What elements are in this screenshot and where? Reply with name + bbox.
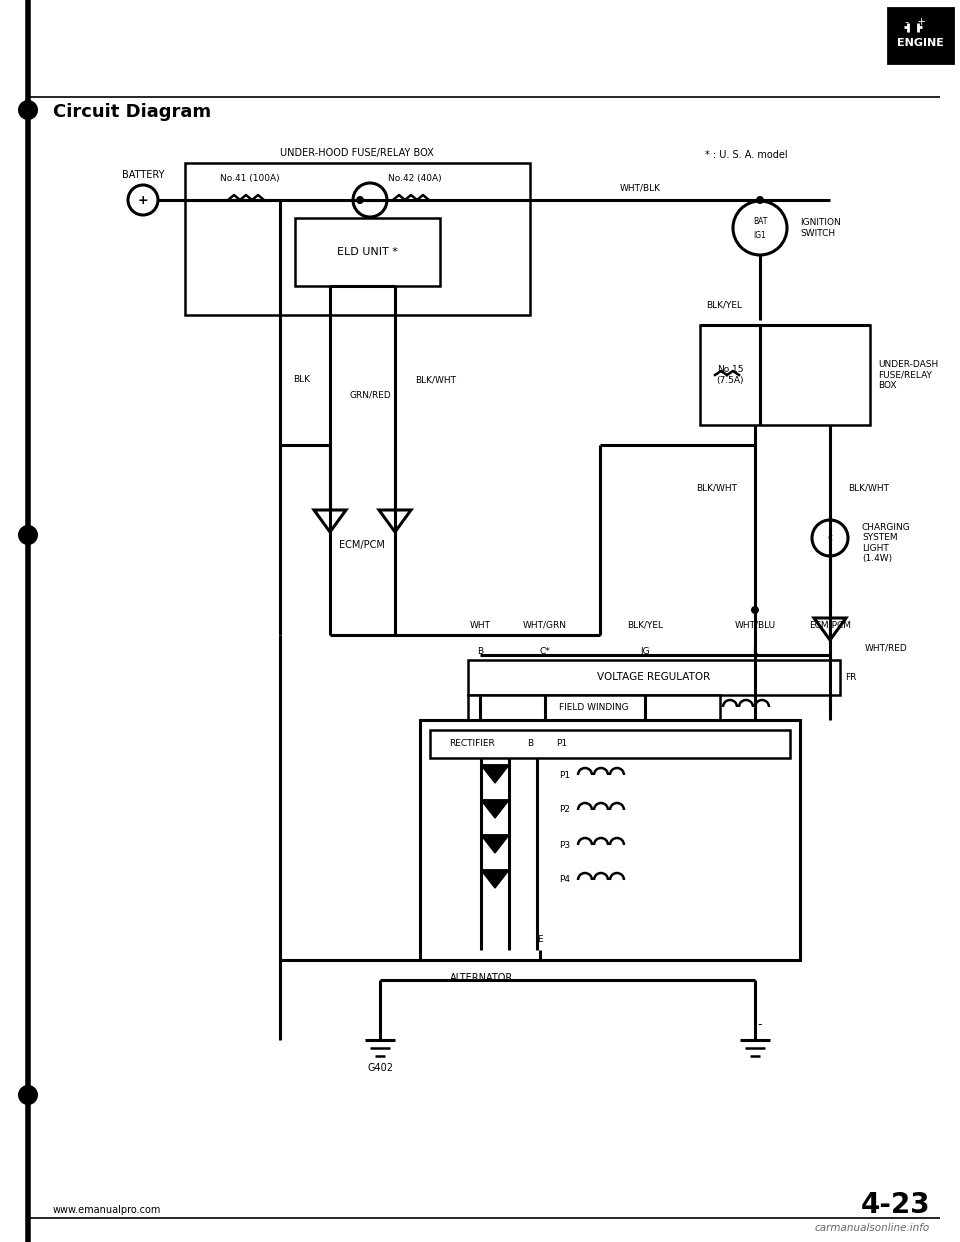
Polygon shape bbox=[314, 510, 346, 532]
Text: UNDER-DASH
FUSE/RELAY
BOX: UNDER-DASH FUSE/RELAY BOX bbox=[878, 360, 938, 390]
Text: IG1: IG1 bbox=[754, 231, 766, 240]
Text: UNDER-HOOD FUSE/RELAY BOX: UNDER-HOOD FUSE/RELAY BOX bbox=[280, 148, 434, 158]
Bar bbox=[468, 696, 720, 720]
Text: BLK/WHT: BLK/WHT bbox=[696, 483, 737, 493]
Bar bbox=[430, 730, 790, 758]
Polygon shape bbox=[481, 765, 509, 782]
Text: WHT/BLU: WHT/BLU bbox=[734, 621, 776, 630]
Circle shape bbox=[751, 606, 759, 614]
Text: G402: G402 bbox=[367, 1063, 393, 1073]
Circle shape bbox=[733, 201, 787, 255]
Text: No.42 (40A): No.42 (40A) bbox=[388, 174, 442, 184]
Text: P4: P4 bbox=[559, 876, 570, 884]
Text: FIELD WINDING: FIELD WINDING bbox=[559, 703, 629, 712]
Text: ALTERNATOR: ALTERNATOR bbox=[450, 972, 514, 982]
Text: WHT: WHT bbox=[469, 621, 491, 630]
Text: ECM/PCM: ECM/PCM bbox=[809, 621, 851, 630]
Text: ELD UNIT *: ELD UNIT * bbox=[337, 247, 397, 257]
Text: P1: P1 bbox=[559, 770, 570, 780]
Text: -: - bbox=[757, 1018, 762, 1032]
Circle shape bbox=[812, 520, 848, 556]
Circle shape bbox=[356, 196, 364, 204]
Text: BLK: BLK bbox=[293, 375, 310, 385]
Text: WHT/BLK: WHT/BLK bbox=[619, 184, 660, 193]
Bar bbox=[185, 163, 530, 315]
Circle shape bbox=[756, 196, 764, 204]
Text: No.41 (100A): No.41 (100A) bbox=[220, 174, 279, 184]
Text: No.15
(7.5A): No.15 (7.5A) bbox=[716, 365, 744, 385]
Text: GRN/RED: GRN/RED bbox=[349, 390, 391, 400]
Text: BATTERY: BATTERY bbox=[122, 170, 164, 180]
Polygon shape bbox=[481, 800, 509, 818]
Text: WHT/GRN: WHT/GRN bbox=[523, 621, 567, 630]
Polygon shape bbox=[814, 619, 846, 640]
Text: Circuit Diagram: Circuit Diagram bbox=[53, 103, 211, 120]
Circle shape bbox=[18, 525, 38, 545]
Text: carmanualsonline.info: carmanualsonline.info bbox=[815, 1223, 930, 1233]
Polygon shape bbox=[379, 510, 411, 532]
Polygon shape bbox=[481, 835, 509, 853]
Text: FR: FR bbox=[845, 672, 856, 682]
Text: 4-23: 4-23 bbox=[860, 1191, 930, 1218]
Text: P1: P1 bbox=[557, 739, 567, 749]
Text: IG: IG bbox=[640, 647, 650, 657]
Circle shape bbox=[128, 185, 158, 215]
Text: P2: P2 bbox=[559, 806, 570, 815]
Bar bbox=[468, 660, 840, 696]
Text: BLK/YEL: BLK/YEL bbox=[627, 621, 663, 630]
Text: +: + bbox=[916, 17, 925, 27]
Text: * : U. S. A. model: * : U. S. A. model bbox=[705, 150, 787, 160]
Text: c: c bbox=[828, 534, 832, 543]
Text: ENGINE: ENGINE bbox=[897, 39, 944, 48]
Text: BLK/YEL: BLK/YEL bbox=[706, 301, 742, 309]
Text: -: - bbox=[904, 17, 908, 27]
Text: VOLTAGE REGULATOR: VOLTAGE REGULATOR bbox=[597, 672, 710, 682]
Text: B: B bbox=[527, 739, 533, 749]
Bar bbox=[700, 325, 870, 425]
Bar bbox=[420, 720, 800, 960]
Circle shape bbox=[18, 101, 38, 120]
Text: B: B bbox=[477, 647, 483, 657]
Text: WHT/RED: WHT/RED bbox=[865, 643, 908, 652]
Text: E: E bbox=[538, 935, 542, 944]
Text: P3: P3 bbox=[559, 841, 570, 850]
Text: BLK/WHT: BLK/WHT bbox=[415, 375, 456, 385]
Circle shape bbox=[18, 1086, 38, 1105]
Text: L: L bbox=[753, 647, 757, 657]
Text: BAT: BAT bbox=[753, 216, 767, 226]
Bar bbox=[295, 219, 440, 286]
Text: BLK/WHT: BLK/WHT bbox=[848, 483, 889, 493]
Text: ECM/PCM: ECM/PCM bbox=[339, 540, 385, 550]
Text: IGNITION
SWITCH: IGNITION SWITCH bbox=[800, 219, 841, 237]
Bar bbox=[888, 7, 953, 63]
Text: RECTIFIER: RECTIFIER bbox=[449, 739, 494, 749]
Text: +: + bbox=[137, 194, 148, 206]
Text: C*: C* bbox=[540, 647, 550, 657]
Polygon shape bbox=[481, 869, 509, 888]
Text: www.emanualpro.com: www.emanualpro.com bbox=[53, 1205, 161, 1215]
Circle shape bbox=[353, 183, 387, 217]
Text: CHARGING
SYSTEM
LIGHT
(1.4W): CHARGING SYSTEM LIGHT (1.4W) bbox=[862, 523, 911, 563]
